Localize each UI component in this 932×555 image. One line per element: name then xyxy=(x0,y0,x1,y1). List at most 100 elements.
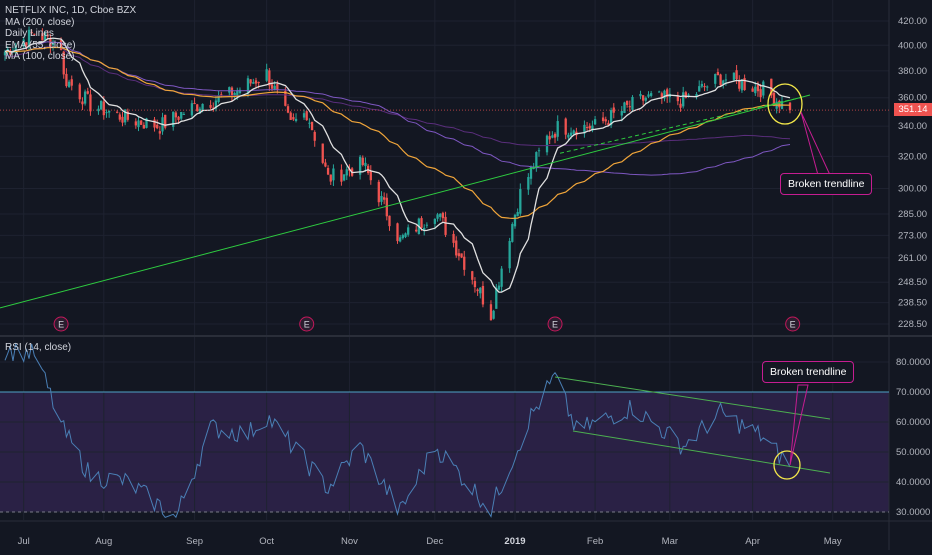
candle-body xyxy=(593,119,597,125)
candle-body xyxy=(388,215,391,227)
candle-body xyxy=(738,79,741,89)
price-annotation[interactable]: Broken trendline xyxy=(780,173,873,195)
candle-body xyxy=(33,33,36,35)
candle-body xyxy=(270,84,274,89)
candle-body xyxy=(489,304,493,321)
price-trendline-dashed xyxy=(559,97,801,154)
legend-ema55[interactable]: EMA (55, close) xyxy=(5,39,76,51)
candle-body xyxy=(735,70,738,80)
candle-body xyxy=(321,143,324,163)
price-tick-label: 360.00 xyxy=(898,93,927,104)
candle-body xyxy=(89,94,92,112)
candle-body xyxy=(177,116,180,120)
candle-body xyxy=(236,90,239,96)
candle-body xyxy=(145,118,148,128)
time-tick-label: Mar xyxy=(662,536,678,547)
candle-body xyxy=(585,127,589,129)
candle-body xyxy=(529,166,533,179)
last-price-tag: 351.14 xyxy=(894,103,932,116)
legend-ma100[interactable]: MA (100, close) xyxy=(5,51,75,62)
legend-daily-lines[interactable]: Daily Lines xyxy=(5,28,54,39)
candle-body xyxy=(441,212,445,219)
candle-body xyxy=(369,171,372,181)
rsi-legend[interactable]: RSI (14, close) xyxy=(5,342,72,353)
candle-body xyxy=(22,39,25,47)
candle-body xyxy=(535,152,538,169)
candle-body xyxy=(407,227,410,235)
rsi-tick-label: 30.0000 xyxy=(896,507,930,518)
price-tick-label: 273.00 xyxy=(898,230,927,241)
price-tick-label: 285.00 xyxy=(898,209,927,220)
candle-body xyxy=(492,310,495,319)
candle-body xyxy=(556,121,559,137)
candle-body xyxy=(380,196,383,202)
candle-body xyxy=(142,124,145,129)
candle-body xyxy=(495,287,498,309)
candle-body xyxy=(751,88,754,92)
candle-body xyxy=(265,69,268,81)
candle-body xyxy=(340,169,343,182)
candle-body xyxy=(324,162,327,167)
candle-body xyxy=(463,256,466,270)
candle-body xyxy=(612,107,615,113)
symbol-title[interactable]: NETFLIX INC, 1D, Cboe BZX xyxy=(5,5,137,16)
candle-body xyxy=(660,93,663,99)
rsi-annotation[interactable]: Broken trendline xyxy=(762,361,855,383)
time-tick-label: May xyxy=(824,536,842,547)
candle-body xyxy=(548,136,551,140)
time-tick-label: Nov xyxy=(341,536,358,547)
candle-body xyxy=(604,119,607,122)
price-tick-label: 320.00 xyxy=(898,151,927,162)
candle-body xyxy=(452,233,455,243)
candle-body xyxy=(569,132,573,136)
candle-body xyxy=(174,112,178,118)
candle-body xyxy=(457,253,461,257)
candle-body xyxy=(51,41,55,46)
candle-body xyxy=(609,110,613,126)
candle-body xyxy=(553,133,557,138)
candle-body xyxy=(27,29,31,46)
candle-body xyxy=(302,113,306,118)
candle-body xyxy=(644,97,647,101)
candle-body xyxy=(650,93,653,96)
candle-body xyxy=(249,79,252,84)
candle-body xyxy=(759,89,762,98)
candle-body xyxy=(99,100,103,110)
candle-body xyxy=(385,197,388,217)
price-tick-label: 400.00 xyxy=(898,40,927,51)
candle-body xyxy=(601,117,605,122)
candle-body xyxy=(623,102,626,113)
candle-body xyxy=(43,32,47,41)
candle-body xyxy=(481,285,485,305)
candle-body xyxy=(687,94,690,96)
candle-body xyxy=(364,162,367,167)
candle-body xyxy=(658,91,661,93)
candle-body xyxy=(537,150,541,152)
candle-body xyxy=(679,103,682,108)
candle-body xyxy=(134,121,137,126)
candle-body xyxy=(399,237,402,242)
earnings-marker xyxy=(299,316,315,332)
candle-body xyxy=(86,91,89,94)
candle-body xyxy=(770,78,773,96)
candle-body xyxy=(382,197,386,200)
candle-body xyxy=(257,82,260,84)
time-tick-label: 2019 xyxy=(504,536,525,547)
candle-body xyxy=(118,114,121,120)
candle-body xyxy=(714,74,717,84)
candle-body xyxy=(67,81,71,87)
candle-body xyxy=(778,100,781,108)
legend-ma200[interactable]: MA (200, close) xyxy=(5,16,75,28)
candle-body xyxy=(196,104,199,112)
candle-body xyxy=(551,135,554,138)
candle-body xyxy=(500,268,503,287)
price-tick-label: 228.50 xyxy=(898,319,927,330)
candle-body xyxy=(519,189,522,214)
time-tick-label: Sep xyxy=(186,536,203,547)
earnings-marker-label: E xyxy=(304,320,310,330)
candle-body xyxy=(666,89,669,97)
candle-body xyxy=(396,223,399,242)
time-tick-label: Aug xyxy=(95,536,112,547)
